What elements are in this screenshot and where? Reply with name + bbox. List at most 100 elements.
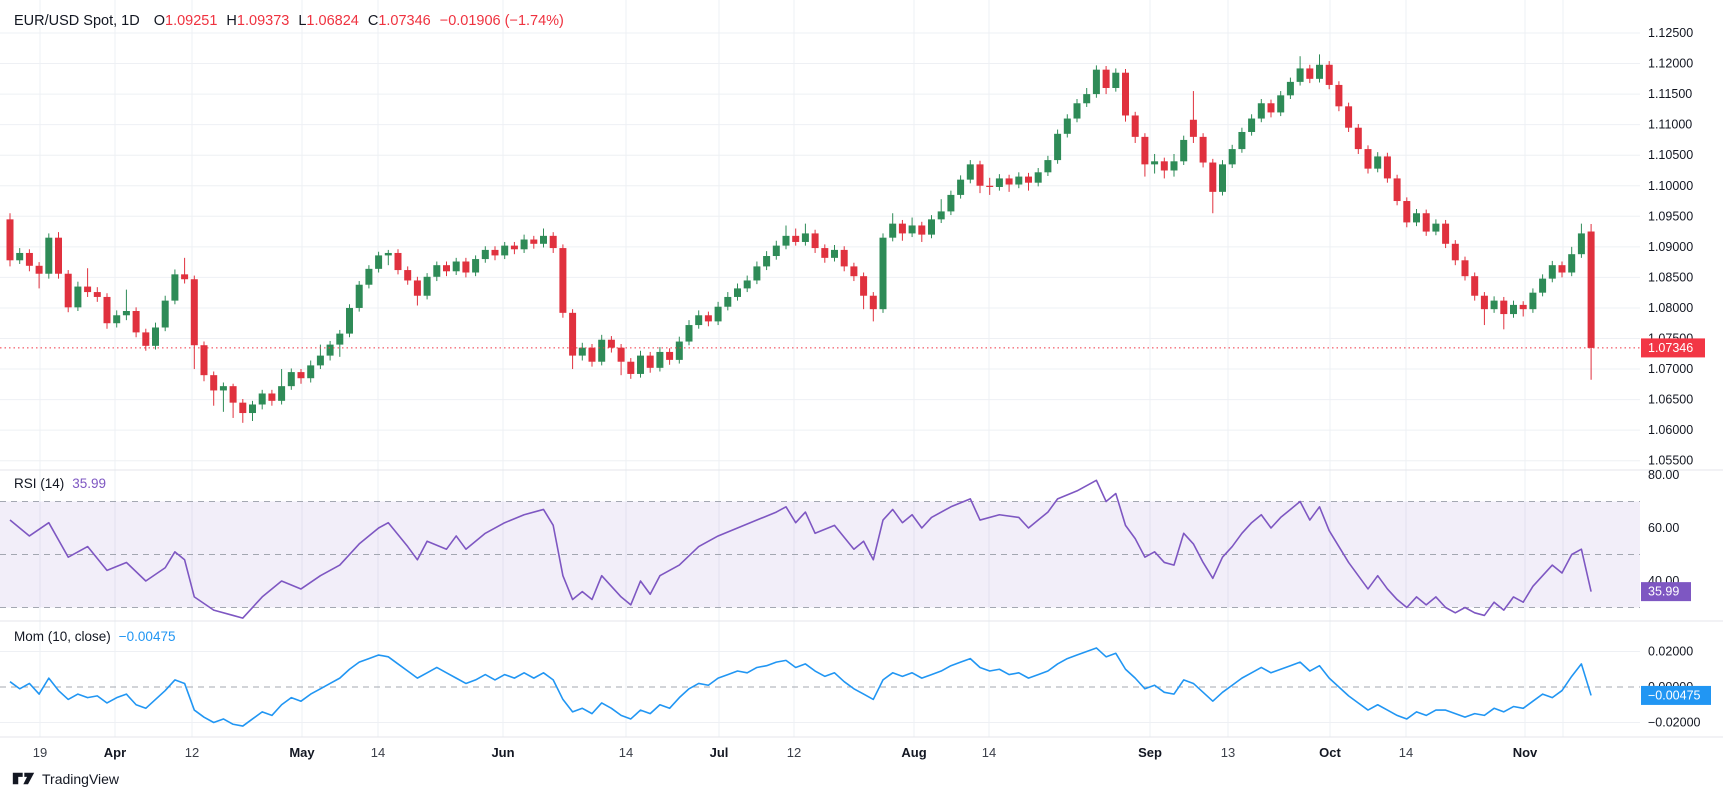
price-axis-label: 1.08000 <box>1648 301 1693 315</box>
price-axis-label: 1.09000 <box>1648 240 1693 254</box>
candle-body <box>171 274 179 301</box>
mom-legend: Mom (10, close) −0.00475 <box>14 629 175 644</box>
mom-pane[interactable] <box>0 621 1640 737</box>
candle-body <box>1044 160 1052 173</box>
candle-body <box>472 259 480 273</box>
candle-body <box>297 372 305 379</box>
candle-body <box>336 333 344 345</box>
candle-body <box>239 402 247 414</box>
mom-axis-label: 0.02000 <box>1648 645 1693 659</box>
price-axis-label: 1.06000 <box>1648 423 1693 437</box>
time-axis-month-label: Jun <box>491 745 514 760</box>
price-axis-label: 1.05500 <box>1648 454 1693 468</box>
candle-body <box>1316 64 1323 79</box>
candle-body <box>200 345 208 376</box>
open-value: 1.09251 <box>165 13 218 29</box>
candle-body <box>1548 265 1556 279</box>
candle-body <box>1393 178 1401 202</box>
candle-body <box>84 286 92 293</box>
candle-body <box>860 276 868 296</box>
candle-body <box>869 295 877 310</box>
candle-body <box>326 344 334 356</box>
candle-body <box>190 279 198 346</box>
rsi-pane[interactable] <box>0 470 1640 621</box>
mom-line <box>9 647 1592 727</box>
candle-body <box>569 312 577 356</box>
candle-body <box>530 239 538 244</box>
candle-body <box>35 265 43 274</box>
candle-body <box>142 332 150 346</box>
candle-body <box>617 347 625 362</box>
candle-body <box>763 256 771 267</box>
symbol-title[interactable]: EUR/USD Spot, 1D <box>14 13 140 29</box>
candle-body <box>937 211 945 220</box>
candle-body <box>316 355 324 366</box>
candle-body <box>656 351 664 368</box>
candle-body <box>1034 172 1042 183</box>
candle-body <box>1141 136 1149 165</box>
candle-body <box>1374 156 1382 169</box>
candle-body <box>501 245 509 256</box>
candle-body <box>714 306 722 322</box>
candle-body <box>1025 176 1032 183</box>
candle-body <box>1364 149 1372 169</box>
change-value: −0.01906 (−1.74%) <box>439 13 564 29</box>
candle-body <box>1015 176 1023 185</box>
time-axis-day-label: 14 <box>982 745 996 760</box>
candle-body <box>1306 68 1314 79</box>
candle-body <box>1442 223 1450 244</box>
price-axis-label: 1.12000 <box>1648 57 1693 71</box>
price-pane[interactable] <box>0 0 1640 470</box>
candle-body <box>918 225 926 235</box>
candle-body <box>93 292 101 297</box>
candle-body <box>559 248 567 313</box>
candle-body <box>210 375 218 391</box>
price-scale[interactable] <box>1640 0 1723 737</box>
candle-body <box>268 393 276 401</box>
price-axis-label: 1.12500 <box>1648 26 1693 40</box>
candle-body <box>1568 254 1576 273</box>
candle-body <box>811 233 819 249</box>
candle-body <box>113 315 121 324</box>
candle-body <box>1519 304 1527 310</box>
candle-body <box>1122 72 1129 116</box>
candle-body <box>637 355 644 374</box>
rsi-axis-label: 60.00 <box>1648 521 1679 535</box>
candle-body <box>307 365 315 379</box>
candle-body <box>1500 300 1508 315</box>
mom-value: −0.00475 <box>118 629 176 644</box>
high-label: H <box>226 13 237 29</box>
candle-body <box>1490 300 1498 310</box>
candle-body <box>850 266 858 277</box>
candle-body <box>1325 64 1333 85</box>
candle-body <box>346 307 353 334</box>
candle-body <box>55 237 62 274</box>
candle-body <box>772 245 780 257</box>
candle-body <box>792 235 800 242</box>
candle-body <box>103 296 111 324</box>
candle-body <box>1189 119 1197 137</box>
candle-body <box>1510 304 1517 315</box>
rsi-line <box>9 479 1592 619</box>
candle-body <box>1267 103 1275 113</box>
candle-body <box>782 235 790 246</box>
rsi-title[interactable]: RSI (14) <box>14 476 65 491</box>
candle-body <box>1112 72 1120 88</box>
candle-body <box>433 265 441 277</box>
candle-body <box>695 315 703 326</box>
time-axis-day-label: 12 <box>787 745 801 760</box>
tradingview-attribution[interactable]: TradingView <box>12 770 119 787</box>
candle-body <box>1413 213 1420 223</box>
rsi-value: 35.99 <box>72 476 107 491</box>
high-value: 1.09373 <box>236 13 290 29</box>
candle-body <box>1422 213 1430 232</box>
candle-body <box>258 393 266 405</box>
candle-body <box>1480 295 1488 310</box>
candle-body <box>278 386 286 401</box>
mom-title[interactable]: Mom (10, close) <box>14 629 111 644</box>
candle-body <box>219 386 227 391</box>
time-scale[interactable] <box>0 737 1640 766</box>
candle-body <box>957 179 965 195</box>
candle-body <box>6 219 14 261</box>
